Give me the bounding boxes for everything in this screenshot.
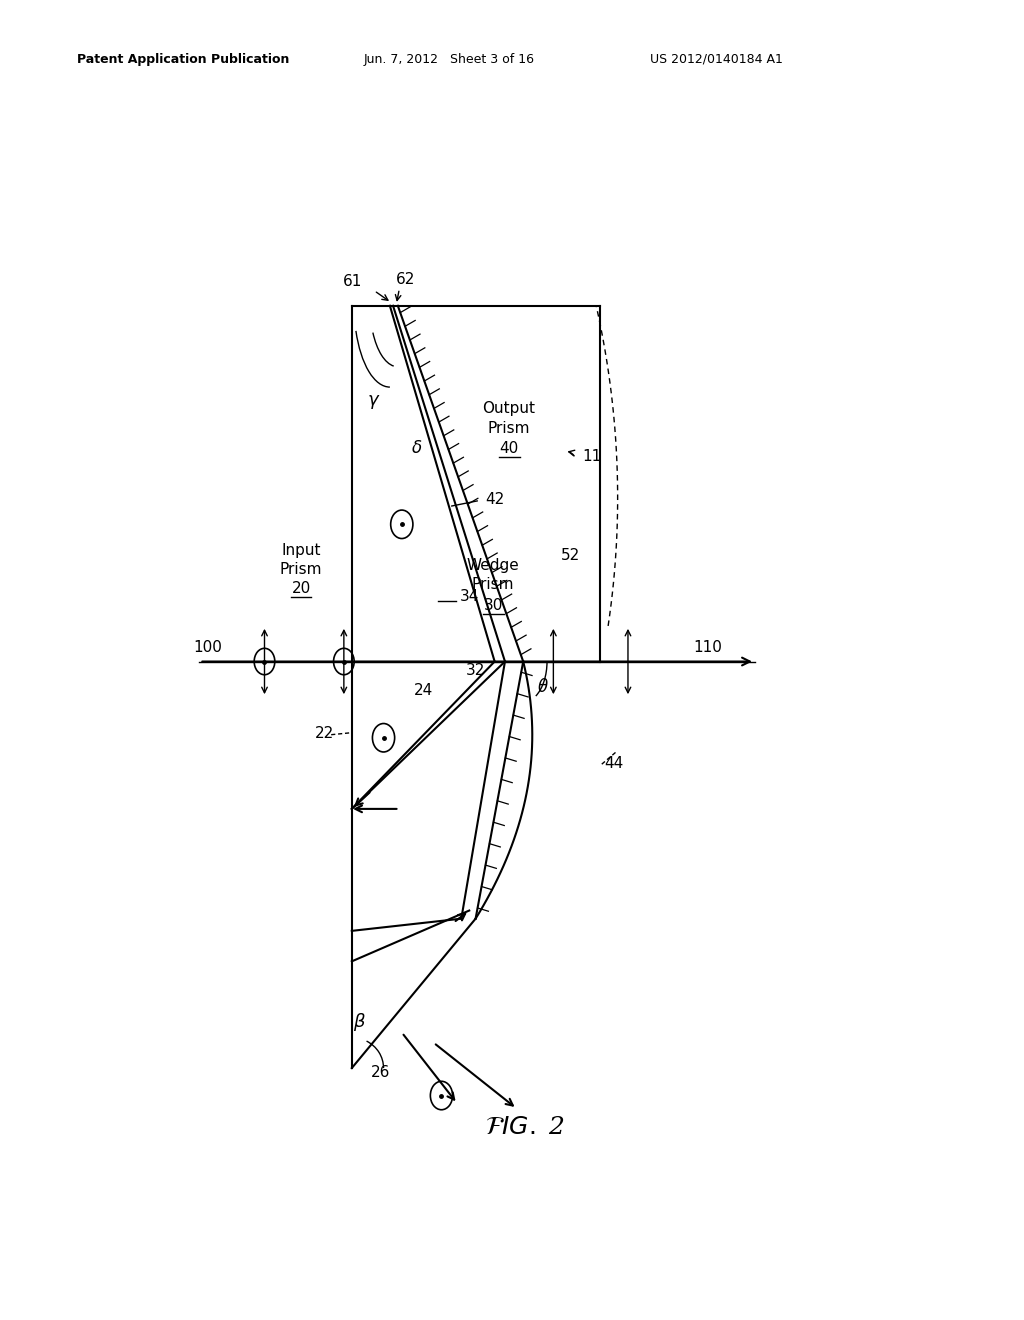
Text: $\gamma$: $\gamma$ <box>367 393 380 412</box>
Text: 42: 42 <box>485 492 505 507</box>
Text: $\delta$: $\delta$ <box>411 440 422 457</box>
Text: Output: Output <box>482 400 536 416</box>
Text: 11: 11 <box>582 449 601 465</box>
Text: $\beta$: $\beta$ <box>352 1011 366 1034</box>
Text: 44: 44 <box>604 756 624 771</box>
Text: 20: 20 <box>292 581 310 597</box>
Text: 100: 100 <box>194 640 222 655</box>
Text: $\theta$: $\theta$ <box>538 678 549 696</box>
Text: 52: 52 <box>560 548 580 562</box>
Text: 61: 61 <box>343 275 362 289</box>
Text: Patent Application Publication: Patent Application Publication <box>77 53 289 66</box>
Text: 34: 34 <box>460 589 479 603</box>
Text: 40: 40 <box>500 441 518 457</box>
Text: 22: 22 <box>315 726 335 741</box>
Text: 62: 62 <box>395 272 415 288</box>
Text: Prism: Prism <box>280 562 323 577</box>
Text: 32: 32 <box>466 663 485 677</box>
Text: 26: 26 <box>371 1065 390 1080</box>
Text: $\mathcal{F}$$\mathit{IG.}$ 2: $\mathcal{F}$$\mathit{IG.}$ 2 <box>484 1117 565 1139</box>
Text: 24: 24 <box>414 682 433 698</box>
Text: Prism: Prism <box>472 577 514 593</box>
Text: Input: Input <box>282 543 321 558</box>
Text: US 2012/0140184 A1: US 2012/0140184 A1 <box>650 53 783 66</box>
Text: 110: 110 <box>693 640 722 655</box>
Text: Prism: Prism <box>487 421 530 436</box>
Text: 30: 30 <box>483 598 503 612</box>
Text: Wedge: Wedge <box>467 558 519 573</box>
Text: Jun. 7, 2012   Sheet 3 of 16: Jun. 7, 2012 Sheet 3 of 16 <box>364 53 535 66</box>
